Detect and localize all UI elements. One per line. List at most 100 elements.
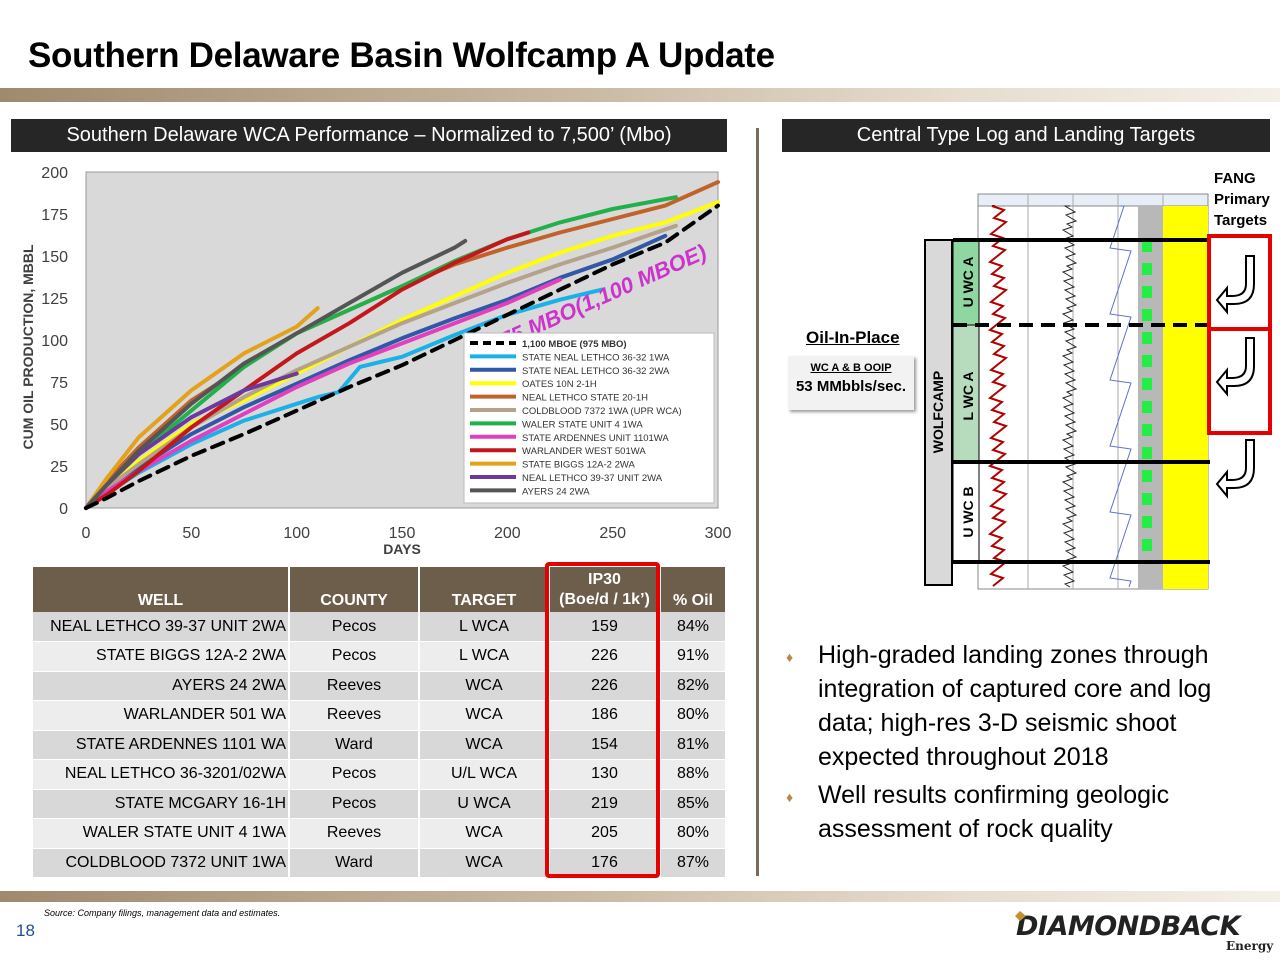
zone-label: U WC A bbox=[960, 257, 976, 308]
zone-label: U WC B bbox=[960, 486, 976, 537]
legend-label: AYERS 24 2WA bbox=[522, 486, 590, 497]
vertical-divider bbox=[756, 128, 759, 876]
bullet-text: Well results confirming geologic assessm… bbox=[818, 781, 1170, 843]
cell-target: WCA bbox=[419, 671, 550, 701]
y-tick-label: 75 bbox=[50, 375, 68, 392]
cell-county: Ward bbox=[289, 730, 420, 760]
wolfcamp-bar bbox=[924, 239, 953, 586]
ooip-sub: WC A & B OOIP bbox=[810, 362, 892, 374]
cell-oil: 88% bbox=[660, 759, 725, 790]
cell-oil: 81% bbox=[660, 730, 725, 760]
pay-flag bbox=[1142, 424, 1152, 436]
cell-well: WARLANDER 501 WA bbox=[33, 700, 290, 731]
col-header-well: WELL bbox=[33, 567, 290, 612]
legend-label: 1,100 MBOE (975 MBO) bbox=[522, 339, 627, 350]
fang-label-line: Primary bbox=[1214, 191, 1270, 208]
cell-target: U WCA bbox=[419, 789, 550, 819]
cell-oil: 87% bbox=[660, 848, 725, 878]
x-tick-label: 0 bbox=[82, 525, 91, 542]
legend-label: NEAL LETHCO 39-37 UNIT 2WA bbox=[522, 473, 663, 484]
cell-county: Pecos bbox=[289, 641, 420, 672]
series-line bbox=[84, 203, 720, 510]
cell-well: NEAL LETHCO 36-3201/02WA bbox=[33, 759, 290, 790]
well-table: WELL COUNTY TARGET IP30 (Boe/d / 1k’) % … bbox=[33, 567, 725, 878]
table-body: NEAL LETHCO 39-37 UNIT 2WA Pecos L WCA 159 8… bbox=[33, 612, 725, 878]
page-title: Southern Delaware Basin Wolfcamp A Updat… bbox=[28, 36, 775, 75]
cell-ip30: 154 bbox=[549, 730, 661, 760]
legend-label: STATE ARDENNES UNIT 1101WA bbox=[522, 433, 669, 444]
pay-flag bbox=[1142, 539, 1152, 551]
porosity-curve bbox=[1109, 205, 1132, 588]
table-row: AYERS 24 2WA Reeves WCA 226 82% bbox=[33, 671, 725, 701]
cell-ip30: 186 bbox=[549, 700, 661, 731]
series-line bbox=[84, 230, 531, 510]
type-log-panel: WOLFCAMP U WC A L WC A U WC B FANG Primary … bbox=[780, 160, 1280, 600]
fang-targets-label: FANG Primary Targets bbox=[1214, 168, 1270, 231]
target-box-lower bbox=[1207, 327, 1272, 435]
x-tick-label: 300 bbox=[705, 525, 732, 542]
ip30-highlight-box bbox=[545, 562, 660, 878]
table-row: NEAL LETHCO 36-3201/02WA Pecos U/L WCA 130 8… bbox=[33, 759, 725, 790]
table-row: COLDBLOOD 7372 UNIT 1WA Ward WCA 176 87% bbox=[33, 848, 725, 878]
cell-well: WALER STATE UNIT 4 1WA bbox=[33, 818, 290, 849]
cell-county: Reeves bbox=[289, 671, 420, 701]
pay-flag bbox=[1142, 332, 1152, 344]
resistivity-curve bbox=[1061, 205, 1078, 588]
cell-target: L WCA bbox=[419, 641, 550, 672]
y-tick-label: 0 bbox=[59, 501, 68, 518]
bullet-item: ♦ High-graded landing zones through integ… bbox=[786, 638, 1266, 774]
legend-label: WALER STATE UNIT 4 1WA bbox=[522, 419, 643, 430]
cell-oil: 82% bbox=[660, 671, 725, 701]
table-row: STATE BIGGS 12A-2 2WA Pecos L WCA 226 91% bbox=[33, 641, 725, 672]
cell-county: Pecos bbox=[289, 789, 420, 819]
y-tick-label: 100 bbox=[41, 333, 68, 350]
table-row: WARLANDER 501 WA Reeves WCA 186 80% bbox=[33, 700, 725, 731]
y-tick-label: 25 bbox=[50, 459, 68, 476]
pay-flag bbox=[1142, 286, 1152, 298]
pay-flag bbox=[1142, 401, 1152, 413]
page-number: 18 bbox=[16, 921, 35, 940]
cell-target: WCA bbox=[419, 730, 550, 760]
y-axis-label: CUM OIL PRODUCTION, MBBL bbox=[20, 244, 36, 450]
col-header-oil: % Oil bbox=[660, 567, 725, 612]
legend-label: NEAL LETHCO STATE 20-1H bbox=[522, 393, 648, 404]
cell-ip30: 219 bbox=[549, 789, 661, 819]
x-tick-label: 150 bbox=[389, 525, 416, 542]
y-tick-label: 125 bbox=[41, 291, 68, 308]
log-header bbox=[977, 193, 1209, 207]
y-tick-label: 50 bbox=[50, 417, 68, 434]
cell-oil: 84% bbox=[660, 612, 725, 642]
ooip-box: WC A & B OOIP 53 MMbbls/sec. bbox=[788, 356, 914, 410]
col-header-ip30-label: IP30 bbox=[588, 571, 621, 588]
cell-target: WCA bbox=[419, 818, 550, 849]
col-header-ip30-unit: (Boe/d / 1k’) bbox=[559, 591, 650, 608]
bullet-text: High-graded landing zones through integr… bbox=[818, 641, 1212, 771]
landing-arrow-icon bbox=[1215, 255, 1255, 315]
pay-flag bbox=[1142, 378, 1152, 390]
cell-ip30: 159 bbox=[549, 612, 661, 642]
cell-well: COLDBLOOD 7372 UNIT 1WA bbox=[33, 848, 290, 878]
cell-county: Pecos bbox=[289, 759, 420, 790]
cell-ip30: 226 bbox=[549, 641, 661, 672]
cell-ip30: 176 bbox=[549, 848, 661, 878]
cell-target: WCA bbox=[419, 848, 550, 878]
legend-label: OATES 10N 2-1H bbox=[522, 379, 597, 390]
cell-ip30: 205 bbox=[549, 818, 661, 849]
cell-oil: 91% bbox=[660, 641, 725, 672]
x-tick-label: 50 bbox=[182, 525, 200, 542]
col-header-ip30: IP30 (Boe/d / 1k’) bbox=[549, 567, 661, 612]
svg-text:DIAMONDBACK: DIAMONDBACK bbox=[1016, 911, 1243, 942]
pay-flag bbox=[1142, 355, 1152, 367]
pay-flag bbox=[1142, 240, 1152, 252]
title-rule bbox=[0, 88, 1280, 102]
cell-target: WCA bbox=[419, 700, 550, 731]
diamond-bullet-icon: ♦ bbox=[786, 649, 794, 665]
cell-well: STATE MCGARY 16-1H bbox=[33, 789, 290, 819]
cell-well: STATE BIGGS 12A-2 2WA bbox=[33, 641, 290, 672]
cell-county: Ward bbox=[289, 848, 420, 878]
cell-county: Reeves bbox=[289, 818, 420, 849]
table-row: STATE ARDENNES 1101 WA Ward WCA 154 81% bbox=[33, 730, 725, 760]
cell-oil: 85% bbox=[660, 789, 725, 819]
bottom-rule bbox=[0, 891, 1280, 902]
target-box-upper bbox=[1207, 234, 1272, 331]
